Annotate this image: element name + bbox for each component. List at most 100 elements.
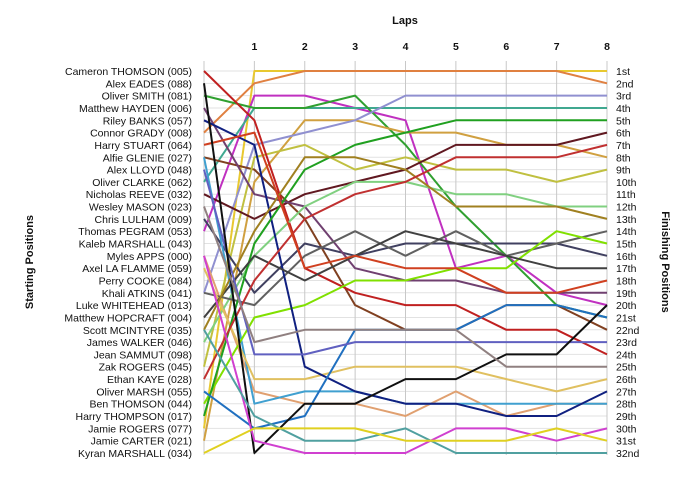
series-layer — [203, 70, 608, 454]
starting-position-label: Jean SAMMUT (098) — [94, 349, 192, 361]
driver-line-17 — [203, 230, 608, 307]
starting-position-label: Ben THOMSON (044) — [89, 399, 192, 411]
finishing-position-label: 4th — [616, 103, 631, 115]
finishing-position-label: 3rd — [616, 91, 631, 103]
starting-position-label: Luke WHITEHEAD (013) — [76, 300, 192, 312]
starting-position-label: Jamie CARTER (021) — [91, 436, 192, 448]
driver-line-28 — [203, 83, 608, 454]
finishing-position-label: 27th — [616, 386, 637, 398]
lap-tick-label: 2 — [302, 41, 308, 53]
finishing-position-label: 22nd — [616, 325, 640, 337]
lap-tick-label: 6 — [503, 41, 509, 53]
finishing-position-label: 21st — [616, 312, 636, 324]
finishing-position-label: 32nd — [616, 448, 640, 460]
driver-line-5 — [203, 94, 608, 319]
starting-position-label: Myles APPS (000) — [107, 251, 192, 263]
finishing-position-label: 15th — [616, 239, 637, 251]
starting-position-label: Ethan KAYE (028) — [107, 374, 192, 386]
starting-position-label: Jamie ROGERS (077) — [88, 423, 192, 435]
lap-tick-labels: 1 2 3 4 5 6 7 8 — [251, 41, 610, 53]
x-axis-title: Laps — [392, 15, 418, 27]
starting-position-label: James WALKER (046) — [87, 337, 192, 349]
starting-position-label: Alex EADES (088) — [106, 78, 192, 90]
driver-line-12 — [203, 70, 608, 356]
starting-position-label: Kyran MARSHALL (034) — [78, 448, 192, 460]
finishing-position-label: 13th — [616, 214, 637, 226]
finishing-position-label: 18th — [616, 275, 637, 287]
finishing-position-labels: 1st2nd3rd4th5th6th7th8th9th10th11th12th1… — [616, 66, 640, 460]
starting-position-label: Matthew HAYDEN (006) — [79, 103, 192, 115]
finishing-position-label: 8th — [616, 152, 631, 164]
left-axis-title: Starting Positions — [24, 215, 36, 309]
starting-position-label: Thomas PEGRAM (053) — [78, 226, 192, 238]
finishing-position-label: 28th — [616, 399, 637, 411]
finishing-position-label: 29th — [616, 411, 637, 423]
finishing-position-label: 9th — [616, 165, 631, 177]
finishing-position-label: 31st — [616, 436, 636, 448]
finishing-position-label: 5th — [616, 115, 631, 127]
finishing-position-label: 25th — [616, 362, 637, 374]
starting-position-label: Chris LULHAM (009) — [95, 214, 192, 226]
starting-position-label: Kaleb MARSHALL (043) — [79, 239, 192, 251]
starting-position-label: Cameron THOMSON (005) — [65, 66, 192, 78]
starting-position-label: Alex LLOYD (048) — [107, 165, 192, 177]
finishing-position-label: 17th — [616, 263, 637, 275]
finishing-position-label: 23rd — [616, 337, 637, 349]
starting-position-label: Harry THOMPSON (017) — [76, 411, 193, 423]
starting-position-label: Perry COOKE (084) — [99, 275, 192, 287]
lap-tick-label: 8 — [604, 41, 610, 53]
finishing-position-label: 2nd — [616, 78, 634, 90]
lap-tick-label: 4 — [403, 41, 409, 53]
finishing-position-label: 12th — [616, 202, 637, 214]
driver-line-24 — [203, 143, 608, 380]
starting-position-label: Nicholas REEVE (032) — [86, 189, 192, 201]
starting-position-label: Matthew HOPCRAFT (004) — [64, 312, 192, 324]
driver-line-2 — [203, 70, 608, 134]
driver-line-7 — [203, 94, 607, 294]
starting-position-label: Khali ATKINS (041) — [102, 288, 192, 300]
finishing-position-label: 7th — [616, 140, 631, 152]
driver-line-31 — [203, 329, 607, 454]
starting-position-label: Oliver MARSH (055) — [96, 386, 192, 398]
starting-position-labels: Cameron THOMSON (005)Alex EADES (088)Oli… — [64, 66, 192, 460]
starting-position-label: Axel LA FLAMME (059) — [82, 263, 192, 275]
starting-position-label: Scott MCINTYRE (035) — [83, 325, 192, 337]
driver-line-18 — [203, 230, 608, 405]
starting-position-label: Oliver SMITH (081) — [102, 91, 192, 103]
driver-line-29 — [203, 206, 607, 368]
starting-position-label: Wesley MASON (023) — [89, 202, 192, 214]
finishing-position-label: 20th — [616, 300, 637, 312]
lap-tick-label: 7 — [554, 41, 560, 53]
driver-line-22 — [203, 230, 607, 319]
finishing-position-label: 26th — [616, 374, 637, 386]
starting-position-label: Zak ROGERS (045) — [99, 362, 192, 374]
driver-line-27 — [203, 131, 608, 294]
finishing-position-label: 1st — [616, 66, 630, 78]
finishing-position-label: 16th — [616, 251, 637, 263]
starting-position-label: Riley BANKS (057) — [103, 115, 192, 127]
finishing-position-label: 24th — [616, 349, 637, 361]
finishing-position-label: 30th — [616, 423, 637, 435]
finishing-position-label: 19th — [616, 288, 637, 300]
starting-position-label: Oliver CLARKE (062) — [92, 177, 192, 189]
right-axis-title: Finishing Positions — [659, 211, 671, 312]
driver-line-19 — [203, 267, 608, 393]
driver-line-26 — [203, 169, 607, 356]
lap-tick-label: 3 — [352, 41, 358, 53]
lap-tick-label: 5 — [453, 41, 459, 53]
finishing-position-label: 14th — [616, 226, 637, 238]
driver-line-32 — [203, 427, 608, 454]
starting-position-label: Harry STUART (064) — [94, 140, 192, 152]
starting-position-label: Connor GRADY (008) — [90, 128, 192, 140]
driver-line-3 — [203, 94, 608, 307]
driver-line-23 — [203, 156, 608, 331]
finishing-position-label: 11th — [616, 189, 636, 201]
driver-line-21 — [203, 119, 607, 417]
finishing-position-label: 6th — [616, 128, 631, 140]
finishing-position-label: 10th — [616, 177, 637, 189]
starting-position-label: Alfie GLENIE (027) — [103, 152, 192, 164]
driver-line-9 — [203, 143, 608, 367]
driver-line-30 — [203, 255, 608, 454]
driver-line-10 — [203, 255, 607, 417]
